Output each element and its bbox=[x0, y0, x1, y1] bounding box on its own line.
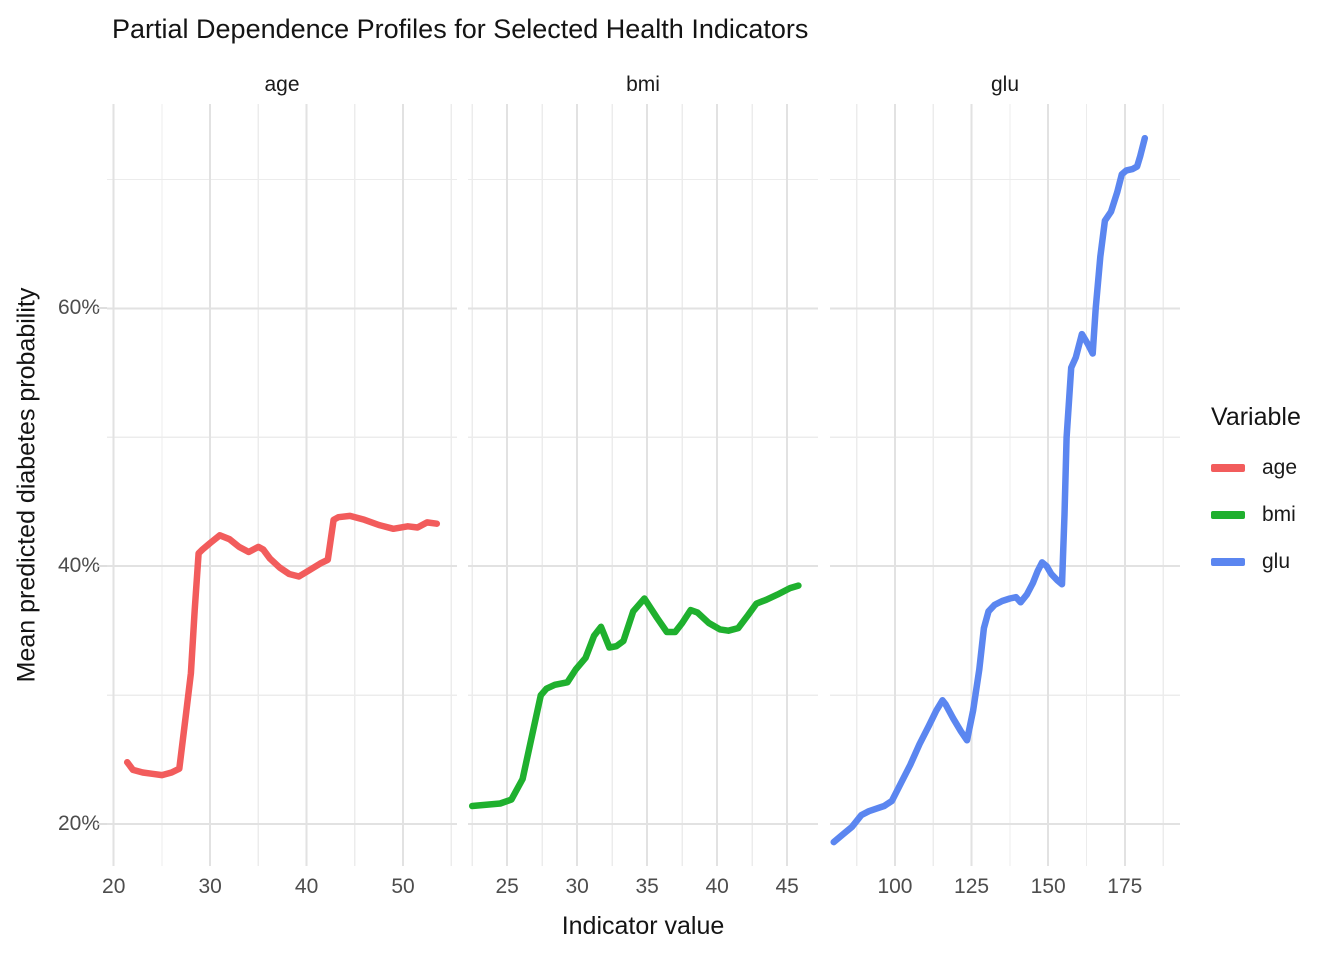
y-tick-mark bbox=[97, 565, 107, 568]
x-tick-label: 45 bbox=[775, 875, 799, 898]
legend-key-line-bmi bbox=[1211, 510, 1245, 519]
x-tick-label: 40 bbox=[294, 875, 319, 898]
panel-canvas-age bbox=[107, 104, 457, 866]
y-tick-label: 40% bbox=[57, 554, 100, 578]
x-tick-label: 20 bbox=[102, 875, 126, 898]
panel-canvas-bmi bbox=[468, 104, 818, 866]
x-tick-label: 100 bbox=[877, 875, 913, 898]
panel-age bbox=[107, 104, 457, 866]
page-title: Partial Dependence Profiles for Selected… bbox=[112, 14, 809, 44]
panel-bmi bbox=[468, 104, 818, 866]
legend-label: glu bbox=[1262, 549, 1291, 573]
facet-strip-label-glu: glu bbox=[990, 73, 1020, 96]
legend-label: age bbox=[1262, 455, 1298, 479]
legend-entries: age bmi glu bbox=[1211, 444, 1301, 585]
x-tick-label: 50 bbox=[391, 875, 415, 898]
y-axis-title: Mean predicted diabetes probability bbox=[12, 287, 41, 683]
y-tick-mark bbox=[97, 823, 107, 826]
series-line-glu bbox=[830, 134, 1149, 846]
legend: Variable age bmi glu bbox=[1211, 402, 1301, 585]
series-line-age bbox=[123, 512, 441, 779]
x-tick-label: 30 bbox=[565, 875, 589, 898]
series-line-bmi bbox=[468, 582, 802, 810]
legend-entry-glu: glu bbox=[1211, 538, 1301, 585]
legend-key-line-glu bbox=[1211, 557, 1245, 566]
facet-strip-label-bmi: bmi bbox=[626, 73, 660, 96]
legend-entry-bmi: bmi bbox=[1211, 491, 1301, 538]
y-tick-label: 60% bbox=[57, 296, 100, 320]
y-tick-mark bbox=[97, 307, 107, 310]
panel-glu bbox=[830, 104, 1180, 866]
y-tick-label: 20% bbox=[57, 812, 100, 836]
x-tick-label: 175 bbox=[1107, 875, 1143, 898]
x-tick-label: 150 bbox=[1030, 875, 1066, 898]
x-axis-title: Indicator value bbox=[561, 912, 725, 940]
panel-canvas-glu bbox=[830, 104, 1180, 866]
x-tick-label: 125 bbox=[954, 875, 990, 898]
facet-strip-label-age: age bbox=[264, 73, 300, 96]
legend-label: bmi bbox=[1262, 502, 1296, 526]
legend-key-line-age bbox=[1211, 463, 1245, 472]
x-tick-label: 40 bbox=[705, 875, 729, 898]
legend-entry-age: age bbox=[1211, 444, 1301, 491]
x-tick-label: 35 bbox=[635, 875, 659, 898]
x-tick-label: 25 bbox=[495, 875, 519, 898]
legend-title: Variable bbox=[1211, 403, 1301, 431]
x-tick-label: 30 bbox=[198, 875, 222, 898]
